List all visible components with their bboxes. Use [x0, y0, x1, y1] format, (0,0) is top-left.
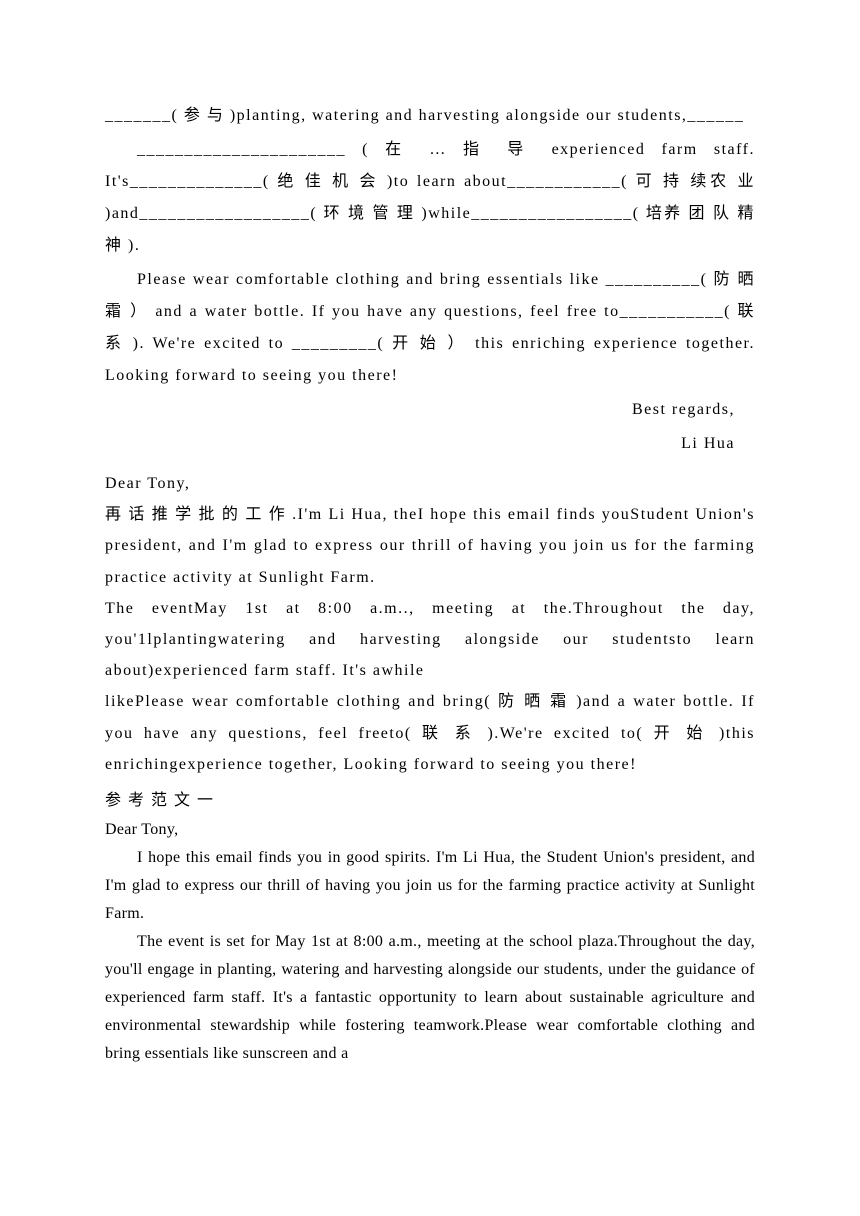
greeting: Dear Tony,: [105, 468, 755, 499]
fill-in-blank-section: _______( 参 与 )planting, watering and har…: [105, 100, 755, 460]
sample-paragraph-1: I hope this email finds you in good spir…: [105, 844, 755, 928]
reference-title: 参 考 范 文 一: [105, 786, 755, 810]
sample-greeting: Dear Tony,: [105, 816, 755, 844]
paragraph-3: Please wear comfortable clothing and bri…: [105, 264, 755, 392]
draft-paragraph-3: likePlease wear comfortable clothing and…: [105, 686, 755, 780]
sample-essay-section: Dear Tony, I hope this email finds you i…: [105, 816, 755, 1068]
draft-paragraph-1: 再 话 推 学 批 的 工 作 .I'm Li Hua, theI hope t…: [105, 499, 755, 593]
closing-signature: Li Hua: [105, 428, 755, 460]
paragraph-1: _______( 参 与 )planting, watering and har…: [105, 100, 755, 132]
draft-paragraph-2: The eventMay 1st at 8:00 a.m.., meeting …: [105, 593, 755, 687]
sample-paragraph-2: The event is set for May 1st at 8:00 a.m…: [105, 928, 755, 1068]
paragraph-2: ______________________ ( 在 … 指 导 experie…: [105, 134, 755, 262]
draft-letter-section: Dear Tony, 再 话 推 学 批 的 工 作 .I'm Li Hua, …: [105, 468, 755, 780]
closing-regards: Best regards,: [105, 394, 755, 426]
